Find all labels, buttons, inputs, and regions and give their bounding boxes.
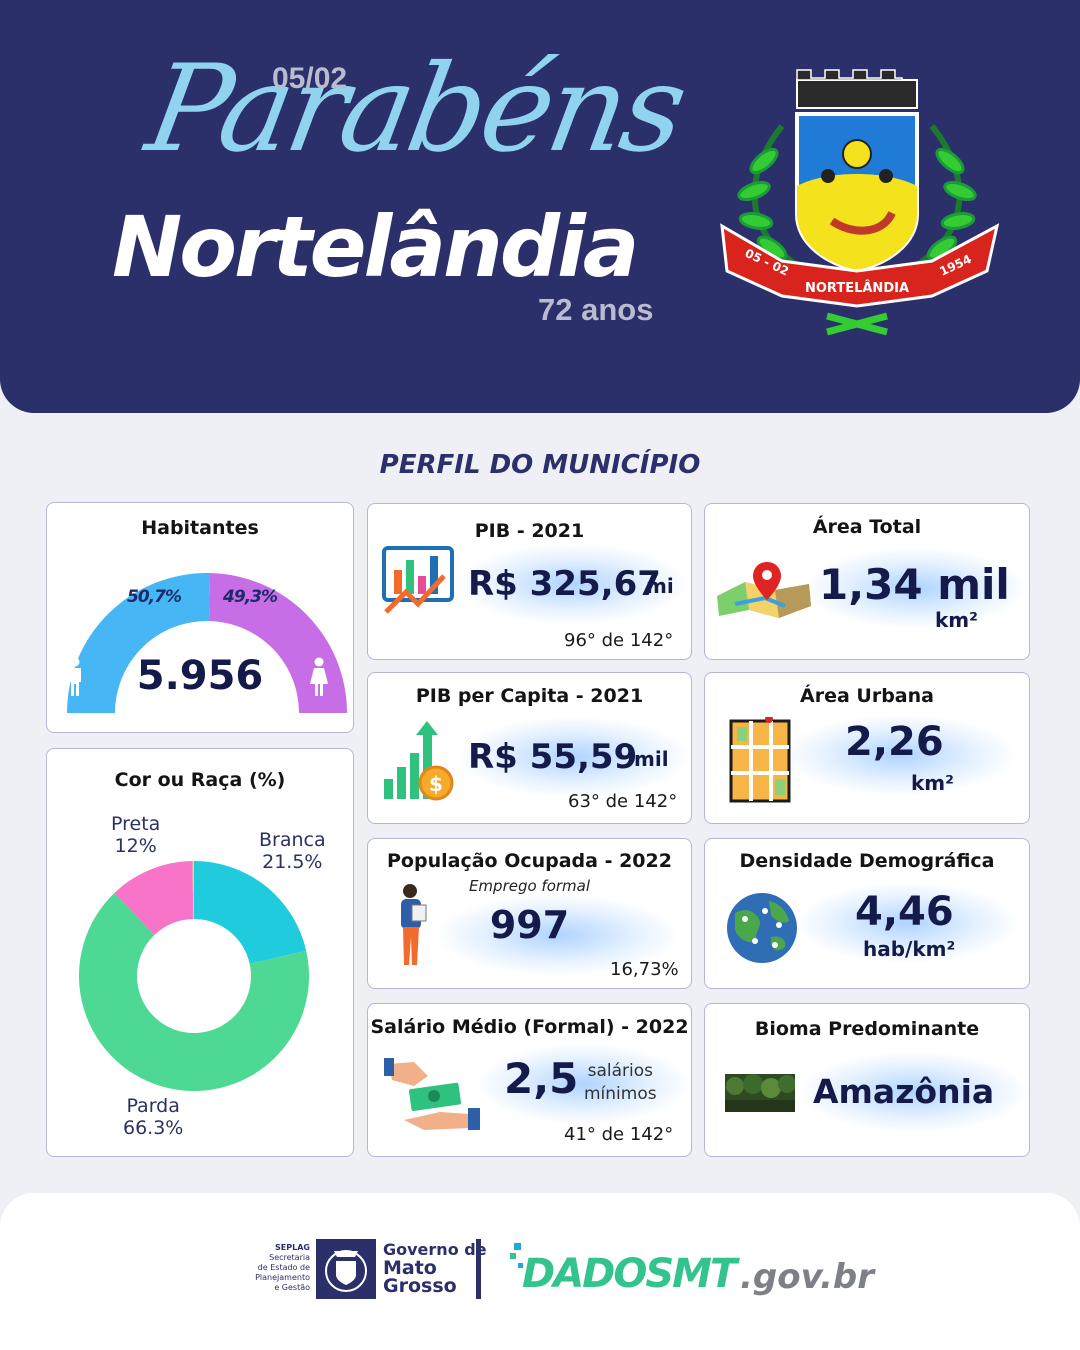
label-branca: Branca 21.5% [259, 829, 326, 873]
male-percentage: 50,7% [127, 587, 182, 607]
pib-unit: mi [646, 574, 674, 598]
bar-chart-growth-icon [382, 546, 454, 614]
area-urbana-title: Área Urbana [800, 685, 934, 707]
area-total-card: Área Total 1,34 mil km² [704, 503, 1030, 660]
area-total-value: 1,34 mil [819, 560, 1010, 609]
bioma-card: Bioma Predominante Amazônia [704, 1003, 1030, 1157]
label-parda: Parda 66.3% [123, 1095, 184, 1139]
gauge-male-segment [67, 573, 211, 713]
salario-value: 2,5 [504, 1054, 579, 1103]
pib-capita-value: R$ 55,59 [468, 737, 638, 777]
pib-rank: 96° de 142° [564, 630, 674, 651]
mato-grosso-crest-icon [316, 1239, 376, 1299]
bioma-title: Bioma Predominante [754, 1018, 980, 1040]
salario-rank: 41° de 142° [564, 1124, 674, 1145]
populacao-value: 997 [489, 903, 570, 947]
pib-capita-rank: 63° de 142° [568, 791, 678, 812]
city-name: Nortelândia [112, 198, 639, 296]
area-urbana-unit: km² [911, 771, 954, 795]
dados-pixel-icon [510, 1243, 523, 1268]
pib-capita-title: PIB per Capita - 2021 [415, 685, 644, 707]
donut-slice-preta [114, 861, 194, 935]
header-banner: Parabéns 05/02 Nortelândia 72 anos 05 - … [0, 0, 1080, 413]
salario-title: Salário Médio (Formal) - 2022 [370, 1016, 689, 1038]
money-hands-icon [384, 1058, 480, 1130]
dadosmt-logo: DADOSMT [522, 1251, 737, 1297]
svg-text:$: $ [429, 772, 443, 796]
footer: SEPLAG Secretaria de Estado de Planejame… [0, 1193, 1080, 1350]
habitantes-card: Habitantes 50,7% 49,3% 5.956 [46, 502, 354, 733]
race-donut-chart [79, 861, 310, 1091]
cor-raca-card: Cor ou Raça (%) Preta 12% Branca 21.5% Par… [46, 748, 354, 1157]
city-crest-icon: 05 - 02 NORTELÂNDIA 1954 [720, 69, 1000, 336]
area-urbana-value: 2,26 [845, 719, 944, 765]
population-total: 5.956 [136, 653, 264, 699]
female-percentage: 49,3% [223, 587, 278, 607]
populacao-title: População Ocupada - 2022 [387, 850, 672, 872]
densidade-title: Densidade Demográfica [739, 850, 995, 872]
globe-people-icon [727, 893, 797, 963]
densidade-unit: hab/km² [863, 937, 956, 961]
area-total-unit: km² [935, 608, 978, 632]
logo-divider [476, 1239, 481, 1299]
pib-value: R$ 325,67 [468, 564, 661, 604]
donut-slice-branca [194, 861, 307, 964]
city-age: 72 anos [538, 292, 654, 327]
svg-text:NORTELÂNDIA: NORTELÂNDIA [805, 280, 909, 296]
govbr-logo: .gov.br [740, 1257, 875, 1297]
area-urbana-card: Área Urbana 2,26 km² [704, 672, 1030, 824]
habitantes-title: Habitantes [141, 517, 259, 539]
greeting-script: Parabéns [137, 40, 693, 179]
male-icon [69, 657, 81, 696]
map-pin-icon [717, 562, 811, 618]
populacao-card: População Ocupada - 2022 Emprego formal … [367, 838, 692, 989]
section-title: PERFIL DO MUNICÍPIO [379, 450, 701, 480]
bioma-value: Amazônia [813, 1072, 995, 1111]
area-total-title: Área Total [812, 516, 922, 538]
label-preta: Preta 12% [111, 813, 161, 857]
populacao-share: 16,73% [610, 959, 679, 980]
densidade-card: Densidade Demográfica 4,46 hab/km² [704, 838, 1030, 989]
populacao-subtitle: Emprego formal [468, 877, 591, 895]
densidade-value: 4,46 [855, 889, 954, 935]
pib-capita-card: PIB per Capita - 2021 $ R$ 55,59 mil 63°… [367, 672, 692, 824]
donut-slice-other [192, 861, 194, 920]
forest-icon [725, 1074, 795, 1112]
governo-mt-logo-text: Governo de Mato Grosso [383, 1240, 487, 1297]
pib-card: PIB - 2021 R$ 325,67 mi 96° de 142° [367, 503, 692, 660]
donut-slice-parda [79, 893, 310, 1091]
city-map-icon [729, 717, 791, 803]
coin-growth-icon: $ [384, 721, 454, 801]
female-icon [310, 657, 328, 696]
seplag-logo-text: SEPLAG Secretaria de Estado de Planejame… [255, 1243, 310, 1292]
pib-capita-unit: mil [634, 747, 669, 771]
salario-unit: salários mínimos [584, 1061, 657, 1104]
salario-card: Salário Médio (Formal) - 2022 2,5 salári… [367, 1003, 692, 1157]
cor-raca-title: Cor ou Raça (%) [114, 769, 286, 791]
worker-icon [401, 884, 427, 965]
anniversary-date: 05/02 [272, 62, 348, 95]
pib-title: PIB - 2021 [474, 520, 585, 542]
